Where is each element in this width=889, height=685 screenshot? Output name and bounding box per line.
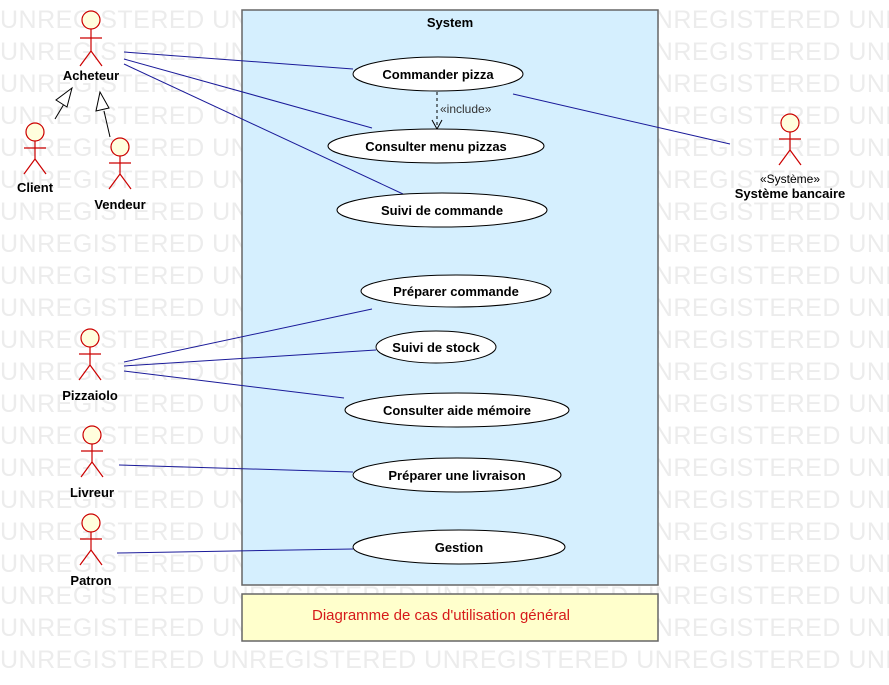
actor-vendeur[interactable] xyxy=(108,137,132,190)
generalizations xyxy=(54,86,111,138)
assoc-pizzaiolo-preparer[interactable] xyxy=(123,308,373,363)
use-case-label: Consulter aide mémoire xyxy=(383,403,531,418)
actor-figure-icon xyxy=(108,137,132,190)
use-case-suivi-stock[interactable]: Suivi de stock xyxy=(375,330,497,364)
assoc-banque-commander[interactable] xyxy=(512,93,731,145)
use-case-gestion[interactable]: Gestion xyxy=(352,529,566,565)
use-case-shape xyxy=(360,274,552,308)
assoc-pizzaiolo-aide[interactable] xyxy=(123,370,345,399)
use-case-shape xyxy=(352,529,566,565)
actor-systeme-bancaire[interactable] xyxy=(778,113,802,166)
actor-label-client: Client xyxy=(17,180,54,195)
actor-label-pizzaiolo: Pizzaiolo xyxy=(62,388,118,403)
assoc-acheteur-commander[interactable] xyxy=(123,51,354,70)
use-case-label: Gestion xyxy=(435,540,483,555)
use-case-consulter[interactable]: Consulter menu pizzas xyxy=(327,128,545,164)
actor-stereotype-banque: «Système» xyxy=(760,172,820,186)
assoc-acheteur-suivi[interactable] xyxy=(123,63,404,195)
actor-figure-icon xyxy=(79,10,103,67)
note-box xyxy=(241,593,659,642)
actor-patron[interactable] xyxy=(79,513,103,566)
actor-figure-icon xyxy=(78,328,102,381)
generalization-client-acheteur[interactable] xyxy=(54,103,65,120)
actor-pizzaiolo[interactable] xyxy=(78,328,102,381)
diagram-note[interactable]: Diagramme de cas d'utilisation général xyxy=(241,593,659,642)
use-case-preparer-commande[interactable]: Préparer commande xyxy=(360,274,552,308)
use-case-label: Commander pizza xyxy=(382,67,494,82)
use-case-shape xyxy=(344,392,570,428)
use-case-shape xyxy=(327,128,545,164)
actor-client[interactable] xyxy=(23,122,47,175)
actor-label-livreur: Livreur xyxy=(70,485,114,500)
use-case-shape xyxy=(375,330,497,364)
use-case-label: Préparer une livraison xyxy=(388,468,525,483)
assoc-acheteur-consulter[interactable] xyxy=(123,58,373,129)
use-case-commander[interactable]: Commander pizza xyxy=(352,56,524,92)
actor-label-patron: Patron xyxy=(70,573,111,588)
assoc-pizzaiolo-stock[interactable] xyxy=(123,349,377,367)
associations xyxy=(116,51,731,554)
actor-figure-icon xyxy=(778,113,802,166)
use-case-aide-memoire[interactable]: Consulter aide mémoire xyxy=(344,392,570,428)
use-case-label: Suivi de stock xyxy=(392,340,480,355)
use-case-shape xyxy=(352,457,562,493)
actor-label-banque: Système bancaire xyxy=(735,186,846,201)
generalization-vendeur-acheteur[interactable] xyxy=(103,110,111,138)
actor-acheteur[interactable] xyxy=(79,10,103,67)
note-text: Diagramme de cas d'utilisation général xyxy=(312,607,570,624)
watermark-text: UNREGISTERED UNREGISTERED UNREGISTERED U… xyxy=(0,646,889,674)
use-case-label: Suivi de commande xyxy=(381,203,503,218)
use-case-label: Préparer commande xyxy=(393,284,519,299)
use-case-suivi-commande[interactable]: Suivi de commande xyxy=(336,192,548,228)
use-case-label: Consulter menu pizzas xyxy=(365,139,507,154)
assoc-livreur-livraison[interactable] xyxy=(118,464,354,473)
actor-figure-icon xyxy=(80,425,104,478)
include-label: «include» xyxy=(440,102,492,116)
system-title: System xyxy=(427,15,473,30)
use-case-shape xyxy=(352,56,524,92)
actor-label-vendeur: Vendeur xyxy=(94,197,145,212)
use-case-livraison[interactable]: Préparer une livraison xyxy=(352,457,562,493)
actor-figure-icon xyxy=(79,513,103,566)
generalization-arrowhead xyxy=(55,86,73,108)
use-case-shape xyxy=(336,192,548,228)
actor-figure-icon xyxy=(23,122,47,175)
generalization-arrowhead xyxy=(95,90,110,112)
actor-label-acheteur: Acheteur xyxy=(63,68,119,83)
assoc-patron-gestion[interactable] xyxy=(116,548,354,554)
actor-livreur[interactable] xyxy=(80,425,104,478)
